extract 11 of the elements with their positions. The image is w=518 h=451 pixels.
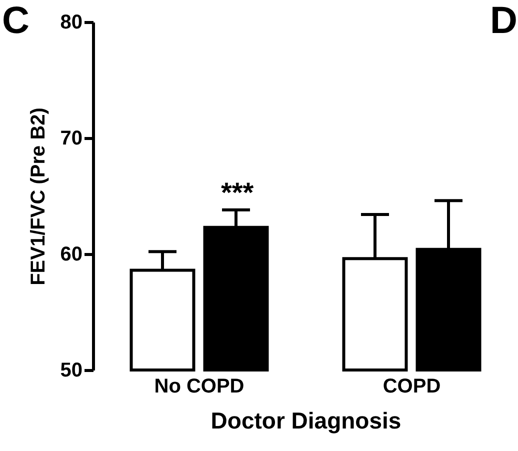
y-tick-label: 80 [60,12,82,34]
y-tick-label: 70 [60,128,82,150]
annotation: D [490,0,518,42]
annotation: *** [221,177,254,208]
y-tick-label: 50 [60,360,82,382]
x-tick-label: COPD [382,376,441,398]
text: C [2,0,30,42]
y-tick-label: 60 [60,244,82,266]
y-axis-title: FEV1/FVC (Pre B2) [27,108,50,286]
x-tick-label: No COPD [154,376,244,398]
x-axis-title: Doctor Diagnosis [210,408,402,434]
